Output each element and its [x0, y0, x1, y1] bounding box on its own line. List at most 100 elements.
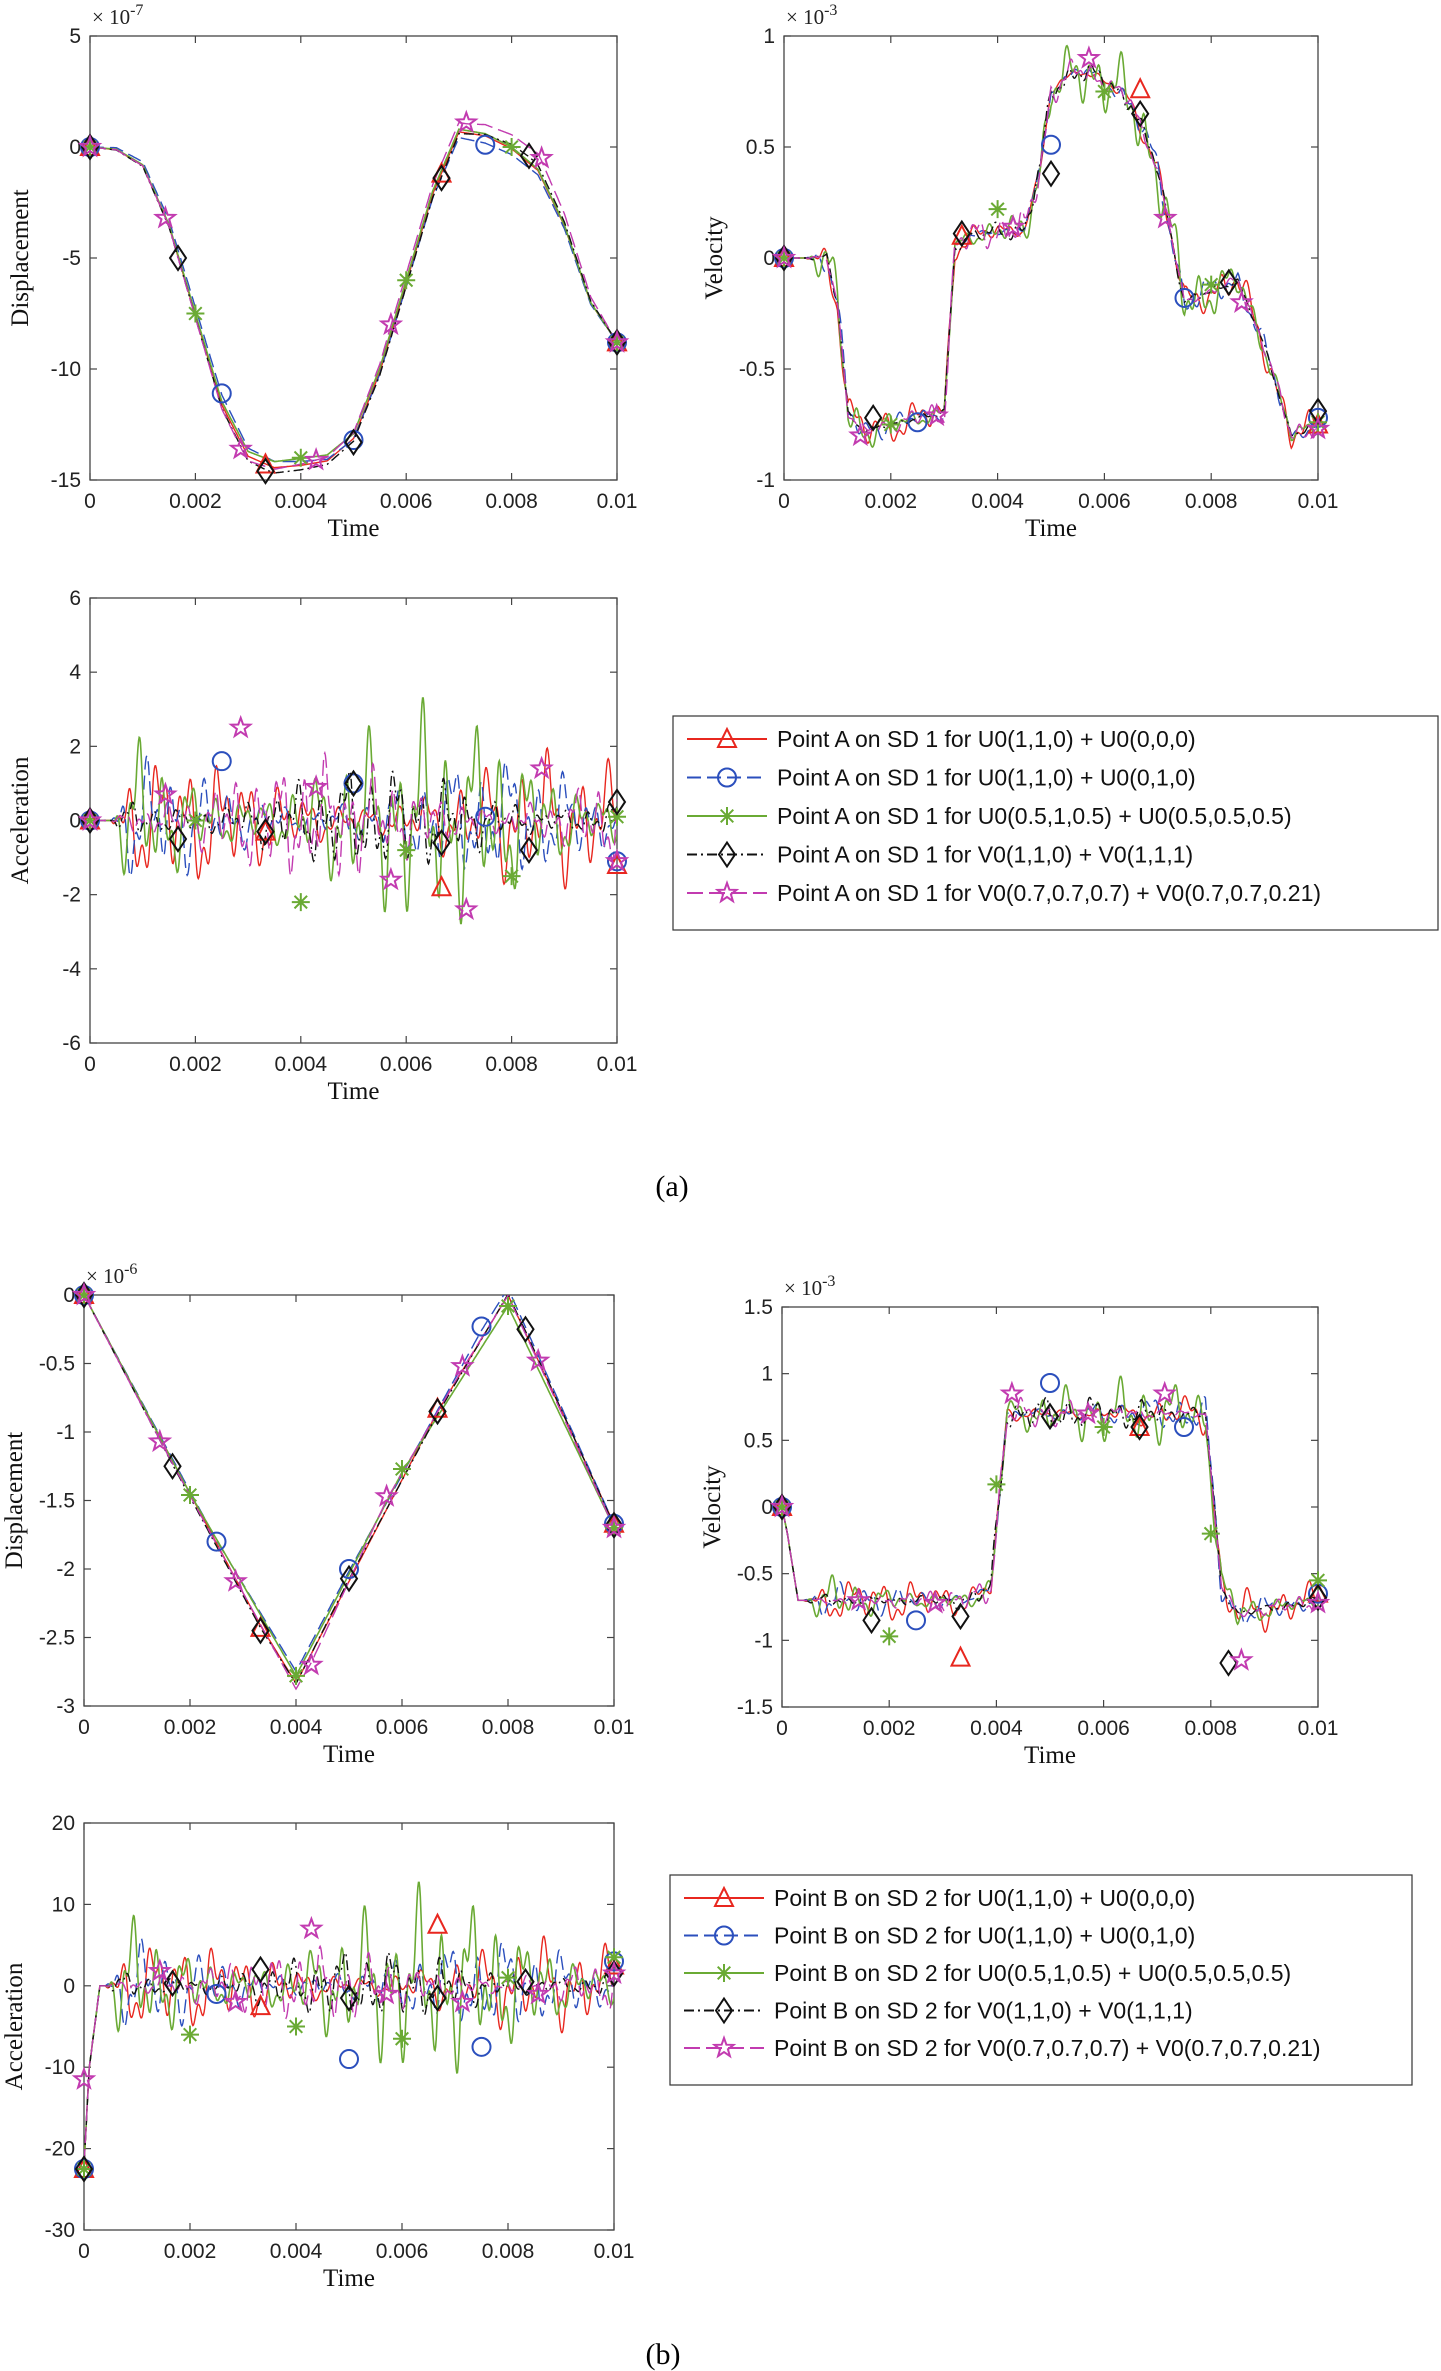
- marker-series-1: [949, 1645, 972, 1667]
- x-tick-label: 0.01: [594, 2240, 635, 2263]
- marker-series-4: [339, 1984, 359, 2012]
- marker-series-3: [287, 1666, 305, 1685]
- series-markers: [77, 714, 630, 921]
- x-tick-label: 0: [776, 1717, 788, 1740]
- marker-series-5: [848, 422, 873, 447]
- marker-series-5: [604, 848, 630, 872]
- x-tick-label: 0.01: [597, 1053, 638, 1076]
- x-tick-label: 0.006: [1078, 490, 1131, 513]
- ticks: 0 0.002 0.004 0.006 0.008 0.01 5 0 -5 -10 -15: [51, 25, 638, 513]
- series-line-5: [84, 1295, 614, 1691]
- marker-series-1: [603, 1953, 625, 1975]
- series-line-4: [90, 770, 617, 866]
- marker-series-4: [163, 1452, 182, 1481]
- y-tick-label: -0.5: [737, 1563, 773, 1586]
- marker-series-4: [519, 142, 539, 170]
- legend-b-marker-4: [714, 1996, 734, 2025]
- legend-a-marker-3: [718, 807, 736, 825]
- x-tick-label: 0.006: [376, 2240, 429, 2263]
- series-markers: [769, 1373, 1331, 1677]
- marker-series-5: [1229, 289, 1254, 313]
- series-lines: [84, 1295, 614, 1691]
- marker-series-3: [987, 1475, 1006, 1494]
- marker-series-5: [1000, 213, 1026, 238]
- y-tick-label: 5: [69, 25, 81, 48]
- exponent-base: × 10: [92, 5, 130, 29]
- y-tick-label: -6: [62, 1032, 81, 1055]
- y-tick-label: -1: [56, 1421, 75, 1444]
- marker-series-3: [1095, 82, 1114, 101]
- marker-series-5: [223, 1989, 248, 2013]
- x-tick-label: 0.006: [380, 490, 433, 513]
- chart-a-vel: 0 0.002 0.004 0.006 0.008 0.01 1 0.5 0 -0.5 -1 × 10…: [701, 2, 1338, 542]
- marker-series-5: [374, 1980, 399, 2005]
- x-tick-label: 0.004: [275, 490, 328, 513]
- marker-series-4: [1041, 159, 1061, 188]
- ticks: 0 0.002 0.004 0.006 0.008 0.01 6 4 2 0 -2 -4 -6: [62, 587, 637, 1076]
- marker-series-4: [168, 825, 188, 853]
- marker-series-3: [81, 138, 99, 156]
- marker-series-5: [228, 435, 253, 460]
- y-tick-label: 4: [69, 661, 81, 684]
- marker-series-4: [432, 828, 451, 857]
- marker-series-5: [147, 1428, 173, 1453]
- marker-series-4: [1308, 397, 1328, 425]
- marker-series-5: [228, 714, 254, 739]
- legend-b-marker-3: [715, 1964, 733, 1982]
- marker-series-3: [880, 1627, 899, 1646]
- x-tick-label: 0.004: [971, 490, 1024, 513]
- x-tick-label: 0.002: [863, 1717, 916, 1740]
- y-tick-label: 0: [63, 1975, 75, 1998]
- x-axis-label: Time: [323, 2265, 375, 2292]
- marker-series-5: [450, 1989, 475, 2013]
- marker-series-1: [254, 819, 277, 841]
- marker-series-3: [287, 2017, 305, 2036]
- marker-series-5: [529, 145, 554, 169]
- y-tick-label: 0: [763, 247, 775, 270]
- y-axis-label: Displacement: [1, 1432, 28, 1570]
- ticks: 0 0.002 0.004 0.006 0.008 0.01 1.5 1 0.5 0 -0.5 -1 -…: [737, 1296, 1339, 1740]
- marker-series-5: [1152, 204, 1178, 229]
- series-line-3: [90, 128, 617, 463]
- chart-b-disp: 0 0.002 0.004 0.006 0.008 0.01 0 -0.5 -1 -1.5 -2 -2…: [1, 1261, 634, 1768]
- marker-series-5: [924, 402, 949, 427]
- marker-series-3: [1201, 1524, 1220, 1543]
- marker-series-4: [256, 817, 275, 846]
- x-tick-label: 0.008: [1185, 1717, 1238, 1740]
- marker-series-1: [430, 875, 453, 897]
- plot-area: [783, 35, 1319, 481]
- y-axis-label: Displacement: [7, 189, 34, 327]
- marker-series-5: [769, 1494, 795, 1518]
- y-tick-label: 20: [52, 1812, 75, 1835]
- y-tick-label: 0: [761, 1496, 773, 1519]
- y-tick-label: -30: [45, 2219, 75, 2242]
- legend-b: Point B on SD 2 for U0(1,1,0) + U0(0,0,0…: [669, 1874, 1413, 2086]
- marker-series-5: [771, 245, 797, 269]
- marker-series-4: [428, 1397, 447, 1426]
- legend-a-marker-5: [714, 880, 740, 904]
- x-tick-label: 0.01: [597, 490, 638, 513]
- marker-series-3: [502, 138, 521, 156]
- marker-series-2: [471, 1316, 492, 1337]
- marker-series-5: [1305, 1590, 1331, 1614]
- exponent-power: -3: [824, 2, 837, 19]
- marker-series-5: [303, 774, 329, 798]
- marker-series-3: [291, 893, 310, 912]
- x-tick-label: 0: [84, 1053, 96, 1076]
- x-tick-label: 0.006: [380, 1053, 433, 1076]
- exponent-base: × 10: [786, 5, 824, 29]
- plot-area: [781, 1306, 1319, 1708]
- marker-series-5: [1305, 415, 1331, 440]
- marker-series-5: [846, 1587, 872, 1611]
- marker-series-4: [1040, 1402, 1060, 1431]
- marker-series-5: [601, 1514, 627, 1539]
- series-line-3: [84, 1295, 614, 1678]
- y-axis-label: Acceleration: [1, 1962, 28, 2090]
- legend-a-entry-4: Point A on SD 1 for V0(1,1,0) + V0(1,1,1…: [777, 842, 1193, 868]
- y-tick-label: -4: [62, 958, 81, 981]
- legend-b-entry-5: Point B on SD 2 for V0(0.7,0.7,0.7) + V0…: [774, 2035, 1321, 2061]
- series-line-5: [90, 121, 617, 470]
- marker-series-5: [299, 1651, 324, 1676]
- legend-b-box: [669, 1874, 1413, 2086]
- marker-series-3: [186, 304, 205, 323]
